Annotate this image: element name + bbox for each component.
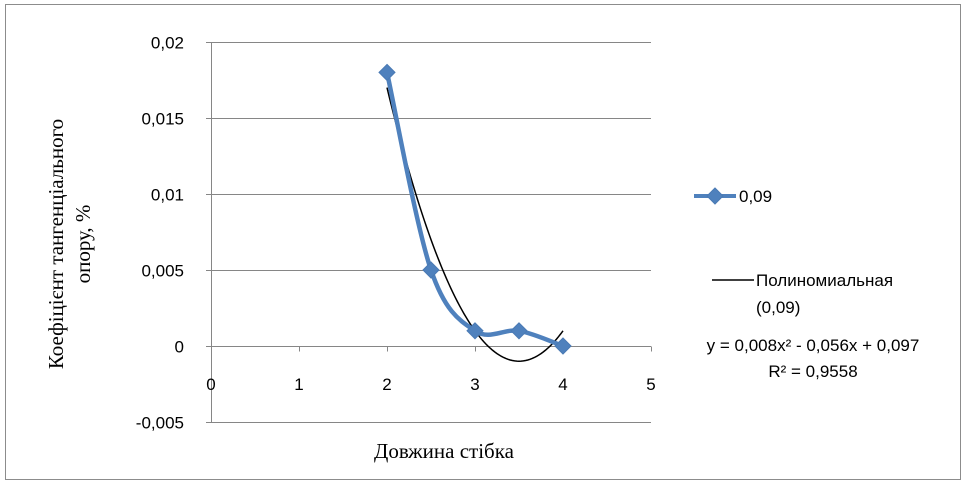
trendline-r-squared: R² = 0,9558: [768, 362, 857, 381]
series-line: [384, 70, 566, 349]
x-tick-label: 0: [206, 375, 215, 394]
data-point-marker: [554, 337, 572, 355]
x-tick-label: 5: [646, 375, 655, 394]
y-tick-label: 0,015: [141, 110, 184, 129]
data-point-marker: [466, 322, 484, 340]
legend-series-label: 0,09: [739, 187, 772, 206]
x-tick-label: 4: [558, 375, 567, 394]
axes: [206, 42, 652, 423]
y-tick-label: 0: [175, 338, 184, 357]
x-tick-label: 3: [470, 375, 479, 394]
trendline: [386, 87, 564, 362]
x-tick-label: 1: [294, 375, 303, 394]
y-tick-label: 0,01: [151, 186, 184, 205]
trendline-curve: [386, 87, 564, 362]
y-tick-label: -0,005: [136, 414, 184, 433]
series-0-09: [378, 63, 572, 355]
legend-trend-label-line1: Полиномиальная: [756, 271, 893, 290]
y-tick-labels: -0,005 0 0,005 0,01 0,015 0,02: [136, 34, 184, 433]
y-axis-title-line1: Коефіцієнт тангенціального: [44, 119, 68, 369]
y-axis-title-line2: опору, %: [71, 205, 95, 284]
legend-series-marker: [706, 187, 724, 205]
y-tick-label: 0,005: [141, 262, 184, 281]
gridlines: [211, 42, 651, 423]
legend-trend-label-line2: (0,09): [756, 298, 800, 317]
trendline-equation: y = 0,008x² - 0,056x + 0,097: [707, 336, 920, 355]
data-point-marker: [422, 261, 440, 279]
chart-frame: [5, 4, 961, 480]
data-point-marker: [378, 63, 396, 82]
data-point-marker: [510, 322, 528, 340]
x-axis-title: Довжина стібка: [374, 439, 515, 463]
legend: 0,09 Полиномиальная (0,09) y = 0,008x² -…: [694, 187, 919, 381]
x-tick-label: 2: [382, 375, 391, 394]
y-tick-label: 0,02: [151, 34, 184, 53]
y-axis-title: Коефіцієнт тангенціального опору, %: [44, 119, 95, 369]
x-tick-labels: 0 1 2 3 4 5: [206, 375, 655, 394]
